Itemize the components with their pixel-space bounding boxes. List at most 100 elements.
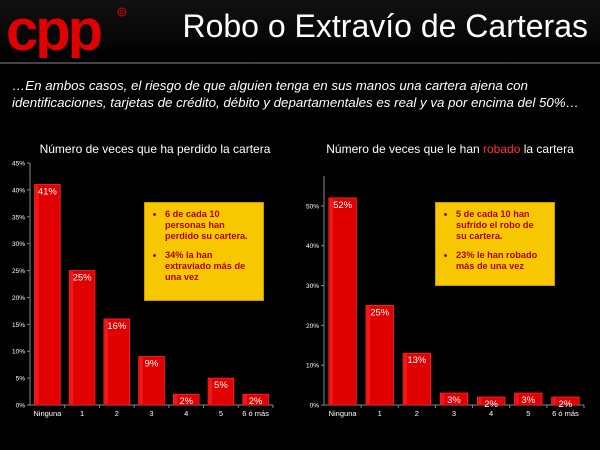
chart1-bar-highlight xyxy=(139,357,143,404)
chart2-bar-group xyxy=(439,392,469,406)
chart2-bar xyxy=(551,396,580,406)
chart1-bar-highlight xyxy=(209,379,213,404)
chart1-y-tick-label: 35% xyxy=(12,214,25,221)
chart1-bar xyxy=(242,393,269,406)
chart1-y-tick-label: 15% xyxy=(12,322,25,329)
chart1-bar-group xyxy=(207,377,235,406)
chart2-data-label: 13% xyxy=(407,355,427,366)
chart1-data-label: 41% xyxy=(38,187,58,198)
chart2-y-tick-label: 10% xyxy=(306,363,319,370)
chart1-callout: 6 de cada 10 personas han perdido su car… xyxy=(144,202,264,301)
chart1-y-tick-label: 40% xyxy=(12,187,25,194)
chart2-bar-highlight xyxy=(478,398,482,404)
chart2-y-tick-label: 40% xyxy=(306,243,319,250)
chart1-bar-group xyxy=(172,393,200,406)
logo-text: cpp xyxy=(6,4,102,58)
subtitle-text: …En ambos casos, el riesgo de que alguie… xyxy=(12,78,579,110)
chart2-data-label: 2% xyxy=(559,399,573,410)
chart1-bar-group xyxy=(68,270,96,406)
chart2-callout: 5 de cada 10 han sufrido el robo de su c… xyxy=(435,202,555,286)
chart2-y-tick-label: 30% xyxy=(306,283,319,290)
chart1-bar-group xyxy=(138,356,165,406)
chart1-bar xyxy=(207,377,235,406)
chart1-category-label: 3 xyxy=(149,409,153,418)
chart1-category-label: 5 xyxy=(219,409,223,418)
chart1-y-tick-label: 30% xyxy=(12,241,25,248)
chart2-bar-highlight xyxy=(404,354,408,404)
chart2-title-part1: Número de veces que le han xyxy=(326,142,484,156)
chart2-bar-group xyxy=(328,197,357,406)
chart1-bar xyxy=(68,270,96,406)
chart1-bar xyxy=(138,356,165,406)
chart1-category-label: 6 ó más xyxy=(242,409,269,418)
chart2-bar-group xyxy=(551,396,580,406)
chart1-y-tick-label: 0% xyxy=(16,403,26,410)
chart2-bar-highlight xyxy=(515,394,519,404)
chart1-category-label: 1 xyxy=(80,409,84,418)
chart1-title: Número de veces que ha perdido la carter… xyxy=(39,142,271,156)
chart2-category-label: 6 ó más xyxy=(552,409,579,418)
chart2-category-label: 5 xyxy=(526,409,530,418)
chart2-title-part3: la cartera xyxy=(520,142,574,156)
chart1-bar-group xyxy=(34,184,61,406)
chart2-bar xyxy=(402,352,432,406)
chart1-y-tick-label: 10% xyxy=(12,349,25,356)
chart2-bar xyxy=(476,396,506,406)
chart2-callout-item: 5 de cada 10 han sufrido el robo de su c… xyxy=(456,209,546,242)
header-bar: cpp R Robo o Extravío de Carteras xyxy=(0,0,600,64)
chart1-y-tick-label: 25% xyxy=(12,268,25,275)
chart1-bar xyxy=(103,318,131,406)
chart2-bar xyxy=(514,392,543,406)
chart2-bar-highlight xyxy=(366,306,370,404)
chart1-data-label: 9% xyxy=(145,359,159,370)
chart2-data-label: 52% xyxy=(333,200,353,211)
chart2-callout-item: 23% le han robado más de una vez xyxy=(456,250,546,272)
chart1-bar-highlight xyxy=(104,319,108,404)
svg-text:R: R xyxy=(120,11,125,17)
page-title: Robo o Extravío de Carteras xyxy=(182,8,588,44)
chart1-bar xyxy=(172,393,200,406)
chart2-title: Número de veces que le han robado la car… xyxy=(310,142,590,157)
chart2-category-label: 1 xyxy=(378,409,382,418)
chart1-category-label: 4 xyxy=(184,409,188,418)
chart1-bar-group xyxy=(103,318,131,406)
chart2-bar-highlight xyxy=(441,394,445,404)
chart2-category-label: 3 xyxy=(452,409,456,418)
chart2-data-label: 3% xyxy=(447,395,461,406)
chart1-y-tick-label: 45% xyxy=(12,161,25,168)
chart1-data-label: 5% xyxy=(214,380,228,391)
chart1-category-label: 2 xyxy=(115,409,119,418)
chart2-data-label: 3% xyxy=(521,395,535,406)
chart2-category-label: 2 xyxy=(415,409,419,418)
cpp-logo: cpp R xyxy=(6,4,127,58)
chart1-bar-highlight xyxy=(174,395,178,404)
chart2-title-highlight: robado xyxy=(483,142,521,156)
chart2-y-tick-label: 0% xyxy=(310,403,320,410)
chart1-bar-highlight xyxy=(243,395,247,404)
chart2-bar xyxy=(328,197,357,406)
chart2-bar-group xyxy=(402,352,432,406)
chart1-y-tick-label: 5% xyxy=(16,376,26,383)
chart1-data-label: 25% xyxy=(73,273,93,284)
chart2-bar-group xyxy=(365,305,394,406)
chart2-bar-highlight xyxy=(552,398,556,404)
chart2-bar-group xyxy=(514,392,543,406)
chart2-bar-highlight xyxy=(329,198,333,404)
chart1-data-label: 16% xyxy=(107,321,127,332)
chart1-data-label: 2% xyxy=(249,396,263,407)
chart2-category-label: 4 xyxy=(489,409,493,418)
chart1-bar-highlight xyxy=(70,271,74,404)
chart2-bar xyxy=(439,392,469,406)
chart2-data-label: 25% xyxy=(370,307,390,318)
chart2-y-tick-label: 20% xyxy=(306,323,319,330)
chart2-data-label: 2% xyxy=(484,399,498,410)
chart1-y-tick-label: 20% xyxy=(12,295,25,302)
chart1-bar-group xyxy=(242,393,269,406)
chart1-data-label: 2% xyxy=(179,396,193,407)
chart1-bar-highlight xyxy=(35,185,39,404)
chart2-bar xyxy=(365,305,394,406)
chart1-category-label: Ninguna xyxy=(33,409,62,418)
chart1-callout-item: 34% la han extraviado más de una vez xyxy=(165,250,255,283)
